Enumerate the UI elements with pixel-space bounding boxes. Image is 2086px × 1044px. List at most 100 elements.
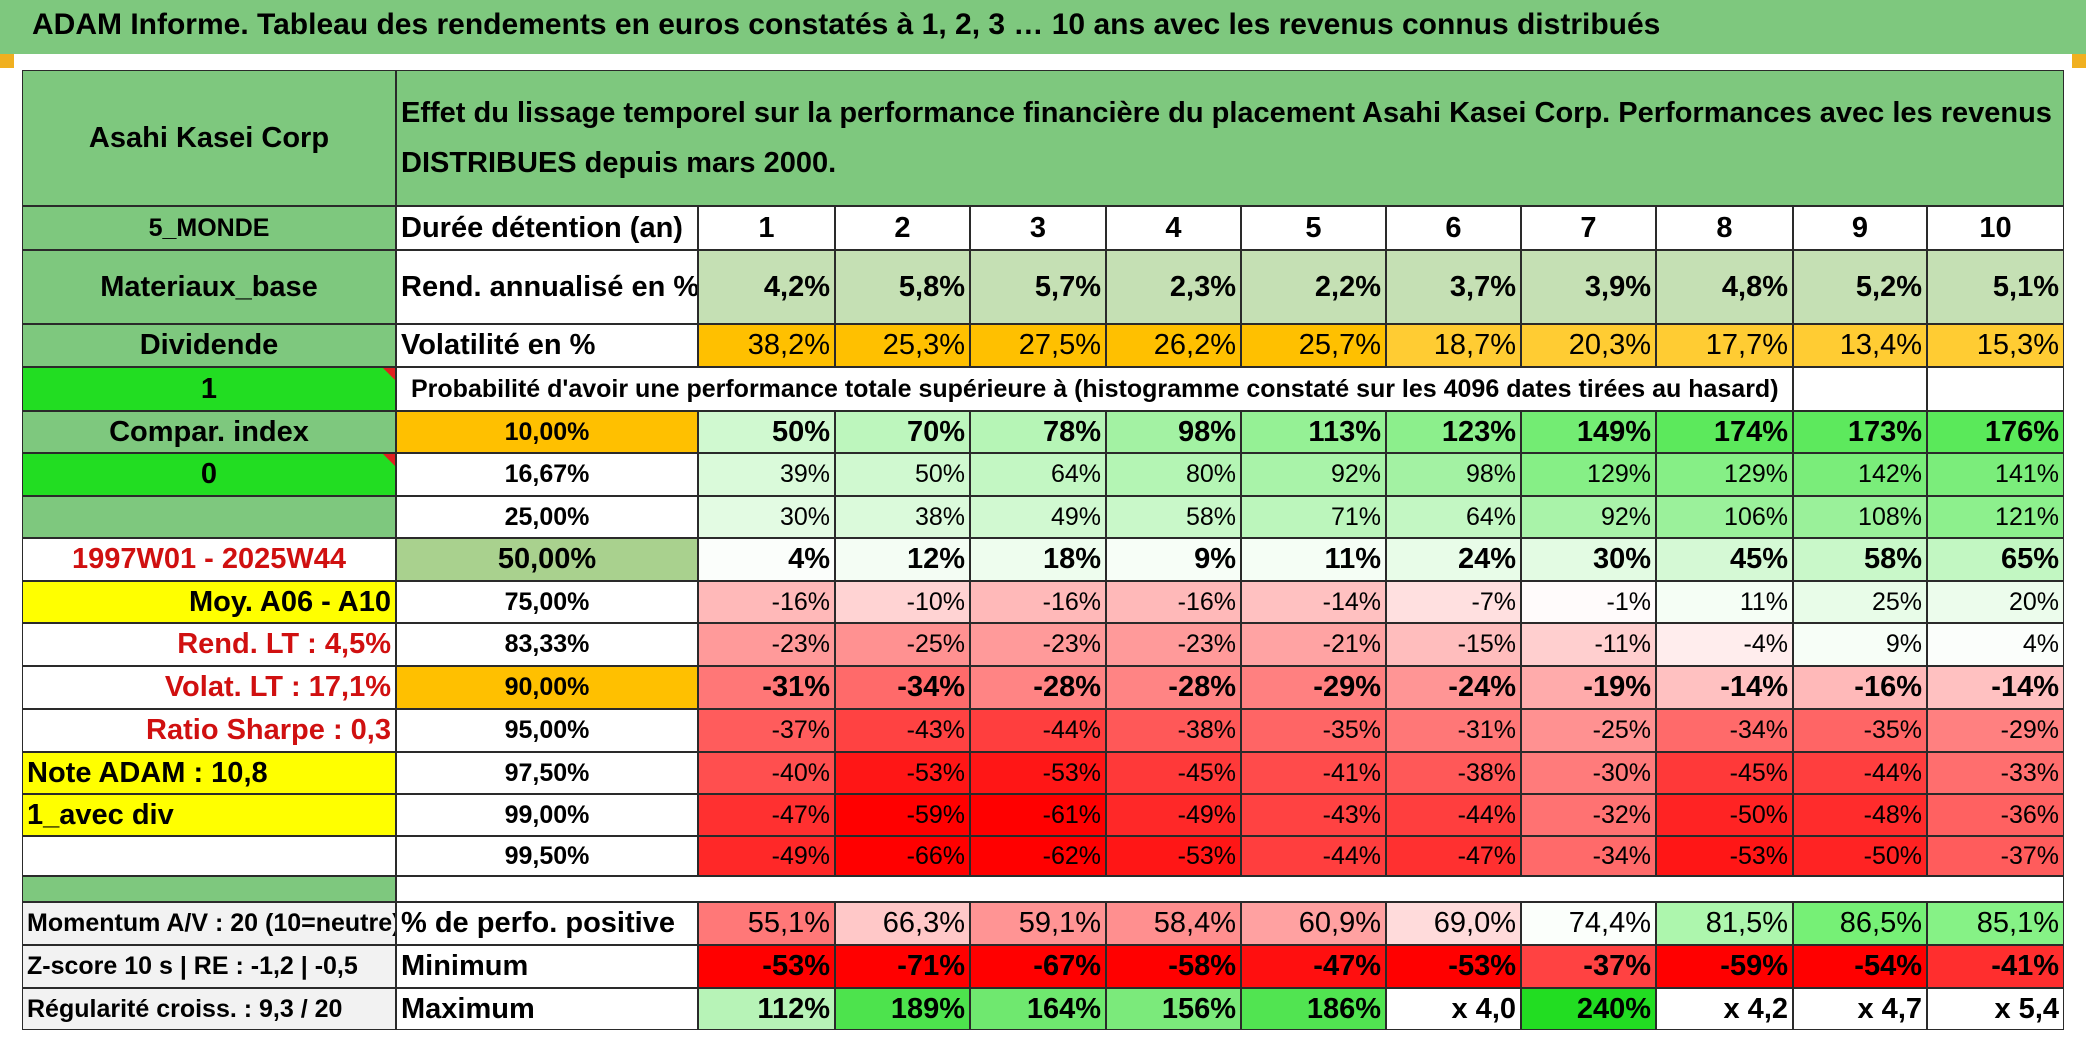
probability-cell: -16% bbox=[1106, 581, 1241, 623]
probability-cell: -37% bbox=[1927, 836, 2064, 876]
probability-cell: -53% bbox=[970, 752, 1106, 794]
probability-cell: 30% bbox=[1521, 538, 1656, 581]
probability-cell: 39% bbox=[698, 453, 835, 496]
probability-cell: -1% bbox=[1521, 581, 1656, 623]
probability-cell: 45% bbox=[1656, 538, 1793, 581]
probability-cell: -47% bbox=[698, 794, 835, 836]
probability-threshold: 16,67% bbox=[396, 453, 698, 496]
volat-label: Volatilité en % bbox=[396, 324, 698, 367]
probability-cell: 4% bbox=[698, 538, 835, 581]
note-adam-label: Note ADAM : 10,8 bbox=[22, 752, 396, 794]
probability-cell: -24% bbox=[1386, 666, 1521, 709]
probability-cell: 24% bbox=[1386, 538, 1521, 581]
probability-cell: 123% bbox=[1386, 411, 1521, 453]
sharpe-label: Ratio Sharpe : 0,3 bbox=[22, 709, 396, 752]
probability-cell: -47% bbox=[1386, 836, 1521, 876]
probability-cell: -41% bbox=[1241, 752, 1386, 794]
volat-cell: 38,2% bbox=[698, 324, 835, 367]
volat-cell: 17,7% bbox=[1656, 324, 1793, 367]
probability-cell: 30% bbox=[698, 496, 835, 538]
probability-cell: -14% bbox=[1241, 581, 1386, 623]
probability-cell: 142% bbox=[1793, 453, 1927, 496]
probability-cell: -14% bbox=[1927, 666, 2064, 709]
title-bar: ADAM Informe. Tableau des rendements en … bbox=[0, 0, 2086, 54]
positive-cell: 59,1% bbox=[970, 902, 1106, 945]
probability-cell: -31% bbox=[1386, 709, 1521, 752]
probability-threshold: 97,50% bbox=[396, 752, 698, 794]
volat-cell: 26,2% bbox=[1106, 324, 1241, 367]
probability-cell: -16% bbox=[1793, 666, 1927, 709]
probability-cell: -33% bbox=[1927, 752, 2064, 794]
selector-1[interactable]: 1 bbox=[22, 367, 396, 411]
rend-cell: 2,2% bbox=[1241, 250, 1386, 324]
probability-cell: 92% bbox=[1241, 453, 1386, 496]
probability-cell: -14% bbox=[1656, 666, 1793, 709]
rend-cell: 3,7% bbox=[1386, 250, 1521, 324]
maximum-cell: x 5,4 bbox=[1927, 988, 2064, 1030]
rend-cell: 5,1% bbox=[1927, 250, 2064, 324]
year-header: 10 bbox=[1927, 206, 2064, 250]
probability-cell: -49% bbox=[698, 836, 835, 876]
probability-cell: 58% bbox=[1106, 496, 1241, 538]
volat-cell: 13,4% bbox=[1793, 324, 1927, 367]
probability-cell: -16% bbox=[970, 581, 1106, 623]
minimum-cell: -67% bbox=[970, 945, 1106, 988]
spacer-row bbox=[396, 876, 2064, 902]
volat-cell: 25,7% bbox=[1241, 324, 1386, 367]
probability-cell: 12% bbox=[835, 538, 970, 581]
probability-cell: -48% bbox=[1793, 794, 1927, 836]
positive-cell: 69,0% bbox=[1386, 902, 1521, 945]
positive-label: % de perfo. positive bbox=[396, 902, 698, 945]
description-header: Effet du lissage temporel sur la perform… bbox=[396, 70, 2064, 206]
probability-cell: -21% bbox=[1241, 623, 1386, 666]
probability-cell: -62% bbox=[970, 836, 1106, 876]
probability-cell: 50% bbox=[698, 411, 835, 453]
report-title: ADAM Informe. Tableau des rendements en … bbox=[32, 8, 1661, 41]
probability-cell: 71% bbox=[1241, 496, 1386, 538]
probability-cell: 173% bbox=[1793, 411, 1927, 453]
proba-label: Probabilité d'avoir une performance tota… bbox=[396, 367, 1793, 411]
probability-cell: -50% bbox=[1656, 794, 1793, 836]
probability-cell: 38% bbox=[835, 496, 970, 538]
probability-cell: -23% bbox=[970, 623, 1106, 666]
positive-cell: 81,5% bbox=[1656, 902, 1793, 945]
probability-cell: -7% bbox=[1386, 581, 1521, 623]
probability-cell: -23% bbox=[1106, 623, 1241, 666]
probability-cell: -25% bbox=[1521, 709, 1656, 752]
probability-cell: 98% bbox=[1386, 453, 1521, 496]
maximum-cell: 189% bbox=[835, 988, 970, 1030]
positive-cell: 60,9% bbox=[1241, 902, 1386, 945]
zone-label: 5_MONDE bbox=[22, 206, 396, 250]
probability-cell: -16% bbox=[698, 581, 835, 623]
momentum-label: Momentum A/V : 20 (10=neutre) bbox=[22, 902, 396, 945]
volat-cell: 18,7% bbox=[1386, 324, 1521, 367]
year-header: 4 bbox=[1106, 206, 1241, 250]
probability-threshold: 25,00% bbox=[396, 496, 698, 538]
probability-cell: -44% bbox=[970, 709, 1106, 752]
probability-cell: -31% bbox=[698, 666, 835, 709]
probability-cell: 92% bbox=[1521, 496, 1656, 538]
probability-threshold: 99,50% bbox=[396, 836, 698, 876]
probability-cell: -53% bbox=[1656, 836, 1793, 876]
probability-cell: -38% bbox=[1106, 709, 1241, 752]
probability-cell: -43% bbox=[835, 709, 970, 752]
minimum-cell: -58% bbox=[1106, 945, 1241, 988]
probability-threshold: 95,00% bbox=[396, 709, 698, 752]
positive-cell: 86,5% bbox=[1793, 902, 1927, 945]
rend-cell: 4,8% bbox=[1656, 250, 1793, 324]
probability-cell: -19% bbox=[1521, 666, 1656, 709]
maximum-cell: x 4,0 bbox=[1386, 988, 1521, 1030]
positive-cell: 85,1% bbox=[1927, 902, 2064, 945]
probability-cell: 64% bbox=[1386, 496, 1521, 538]
rend-lt-label: Rend. LT : 4,5% bbox=[22, 623, 396, 666]
probability-cell: -32% bbox=[1521, 794, 1656, 836]
probability-cell: -49% bbox=[1106, 794, 1241, 836]
maximum-cell: 240% bbox=[1521, 988, 1656, 1030]
selector-2[interactable]: 0 bbox=[22, 453, 396, 496]
volat-cell: 25,3% bbox=[835, 324, 970, 367]
probability-cell: 129% bbox=[1521, 453, 1656, 496]
rend-cell: 5,7% bbox=[970, 250, 1106, 324]
probability-cell: 18% bbox=[970, 538, 1106, 581]
minimum-cell: -47% bbox=[1241, 945, 1386, 988]
compar-index-label: Compar. index bbox=[22, 411, 396, 453]
